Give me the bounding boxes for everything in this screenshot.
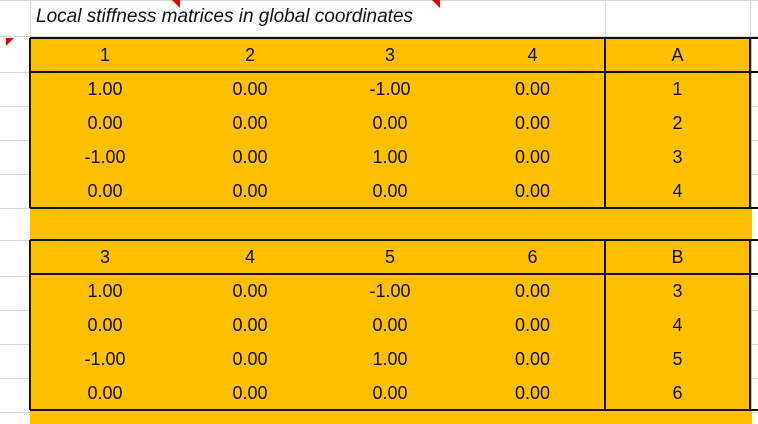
matrix-value: -1.00 xyxy=(84,146,126,167)
column-header: 2 xyxy=(244,44,255,65)
dof-index: 3 xyxy=(672,146,683,167)
matrix-value: 0.00 xyxy=(232,146,268,167)
border-line xyxy=(30,71,758,73)
matrix-value: 0.00 xyxy=(232,314,268,335)
dof-index: 4 xyxy=(672,314,683,335)
matrix-value: -1.00 xyxy=(369,78,411,99)
border-line xyxy=(30,37,758,39)
matrix-value: 0.00 xyxy=(87,314,123,335)
matrix-value: 0.00 xyxy=(372,382,408,403)
border-line xyxy=(29,38,31,208)
border-line xyxy=(749,240,751,410)
dof-index: 6 xyxy=(672,382,683,403)
matrix-value: 0.00 xyxy=(372,180,408,201)
column-header: 5 xyxy=(384,246,395,267)
element-label: A xyxy=(671,44,684,65)
column-header: 4 xyxy=(244,246,255,267)
comment-marker xyxy=(6,38,14,46)
matrix-value: 0.00 xyxy=(514,314,551,335)
element-label: B xyxy=(671,246,684,267)
border-line xyxy=(30,409,758,411)
matrix-value: 0.00 xyxy=(87,382,123,403)
dof-index: 2 xyxy=(672,112,683,133)
matrix-value: 0.00 xyxy=(372,314,408,335)
matrix-value: 0.00 xyxy=(87,112,123,133)
matrix-value: 0.00 xyxy=(514,280,551,301)
column-header: 3 xyxy=(99,246,110,267)
comment-marker xyxy=(172,0,180,8)
matrix-value: 1.00 xyxy=(87,280,123,301)
matrix-value: 0.00 xyxy=(514,382,551,403)
matrix-value: 0.00 xyxy=(232,180,268,201)
matrix-value: 1.00 xyxy=(372,146,408,167)
column-header: 6 xyxy=(527,246,538,267)
matrix-value: 1.00 xyxy=(87,78,123,99)
grid-line xyxy=(0,36,758,37)
column-header: 1 xyxy=(99,44,110,65)
border-line xyxy=(29,240,31,410)
dof-index: 4 xyxy=(672,180,683,201)
border-line xyxy=(30,273,758,275)
matrix-value: 0.00 xyxy=(514,78,551,99)
matrix-value: 0.00 xyxy=(514,112,551,133)
sheet-title: Local stiffness matrices in global coord… xyxy=(36,6,414,27)
matrix-value: 0.00 xyxy=(514,146,551,167)
matrix-value: 1.00 xyxy=(372,348,408,369)
border-line xyxy=(30,207,758,209)
matrix-value: 0.00 xyxy=(232,348,268,369)
column-header: 3 xyxy=(384,44,395,65)
comment-marker xyxy=(432,0,440,8)
matrix-value: 0.00 xyxy=(372,112,408,133)
matrix-value: 0.00 xyxy=(232,78,268,99)
border-line xyxy=(30,239,758,241)
matrix-value: 0.00 xyxy=(232,382,268,403)
border-line xyxy=(604,38,606,208)
dof-index: 5 xyxy=(672,348,683,369)
matrix-value: 0.00 xyxy=(514,348,551,369)
grid-line xyxy=(0,0,758,1)
matrix-value: 0.00 xyxy=(514,180,551,201)
border-line xyxy=(749,38,751,208)
matrix-value: 0.00 xyxy=(87,180,123,201)
matrix-value: 0.00 xyxy=(232,112,268,133)
matrix-value: -1.00 xyxy=(84,348,126,369)
matrix-value: 0.00 xyxy=(232,280,268,301)
table-fill xyxy=(30,38,752,424)
column-header: 4 xyxy=(527,44,538,65)
matrix-value: -1.00 xyxy=(369,280,411,301)
dof-index: 1 xyxy=(672,78,683,99)
dof-index: 3 xyxy=(672,280,683,301)
border-line xyxy=(604,240,606,410)
